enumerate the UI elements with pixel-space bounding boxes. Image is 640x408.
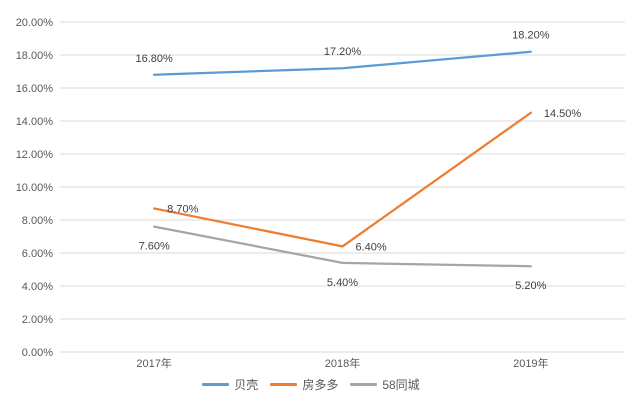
legend-label: 房多多	[302, 378, 339, 392]
legend-item-1[interactable]: 贝壳	[202, 376, 258, 393]
data-label: 6.40%	[356, 241, 387, 253]
chart-plot-area: 0.00% 2.00% 4.00% 6.00% 8.00% 10.00% 12.00% 14.…	[16, 17, 625, 370]
y-axis-tick-label: 20.00%	[16, 17, 54, 29]
y-axis-tick-label: 6.00%	[22, 248, 53, 260]
y-axis-tick-label: 18.00%	[16, 50, 54, 62]
y-axis-tick-label: 0.00%	[22, 347, 53, 359]
data-label: 8.70%	[167, 203, 198, 215]
series-line-2[interactable]	[153, 111, 532, 248]
data-label: 14.50%	[544, 108, 582, 120]
x-axis-tick-label: 2018年	[325, 356, 360, 370]
data-label: 17.20%	[324, 46, 362, 58]
y-axis-tick-label: 2.00%	[22, 314, 53, 326]
legend-item-2[interactable]: 房多多	[270, 376, 338, 393]
series-line-3[interactable]	[153, 225, 532, 268]
legend-label: 贝壳	[234, 378, 259, 392]
legend-item-3[interactable]: 58同城	[350, 376, 420, 393]
data-label: 7.60%	[139, 241, 170, 253]
legend-line-swatch	[202, 383, 230, 386]
y-axis-tick-label: 16.00%	[16, 83, 54, 95]
data-label: 18.20%	[512, 30, 550, 42]
legend-label: 58同城	[382, 378, 420, 392]
data-label: 16.80%	[136, 53, 174, 65]
y-axis-tick-label: 8.00%	[22, 215, 53, 227]
chart-legend: 贝壳 房多多 58同城	[0, 376, 622, 393]
data-label: 5.40%	[327, 277, 358, 289]
series-line-1[interactable]	[153, 50, 532, 76]
legend-line-swatch	[270, 383, 298, 386]
y-axis-tick-label: 14.00%	[16, 116, 54, 128]
legend-line-swatch	[350, 383, 378, 386]
y-axis-tick-label: 12.00%	[16, 149, 54, 161]
data-label: 5.20%	[515, 280, 546, 292]
y-axis-tick-label: 4.00%	[22, 281, 53, 293]
x-axis-tick-label: 2017年	[136, 356, 171, 370]
x-axis-tick-label: 2019年	[513, 356, 548, 370]
y-axis-tick-label: 10.00%	[16, 182, 54, 194]
